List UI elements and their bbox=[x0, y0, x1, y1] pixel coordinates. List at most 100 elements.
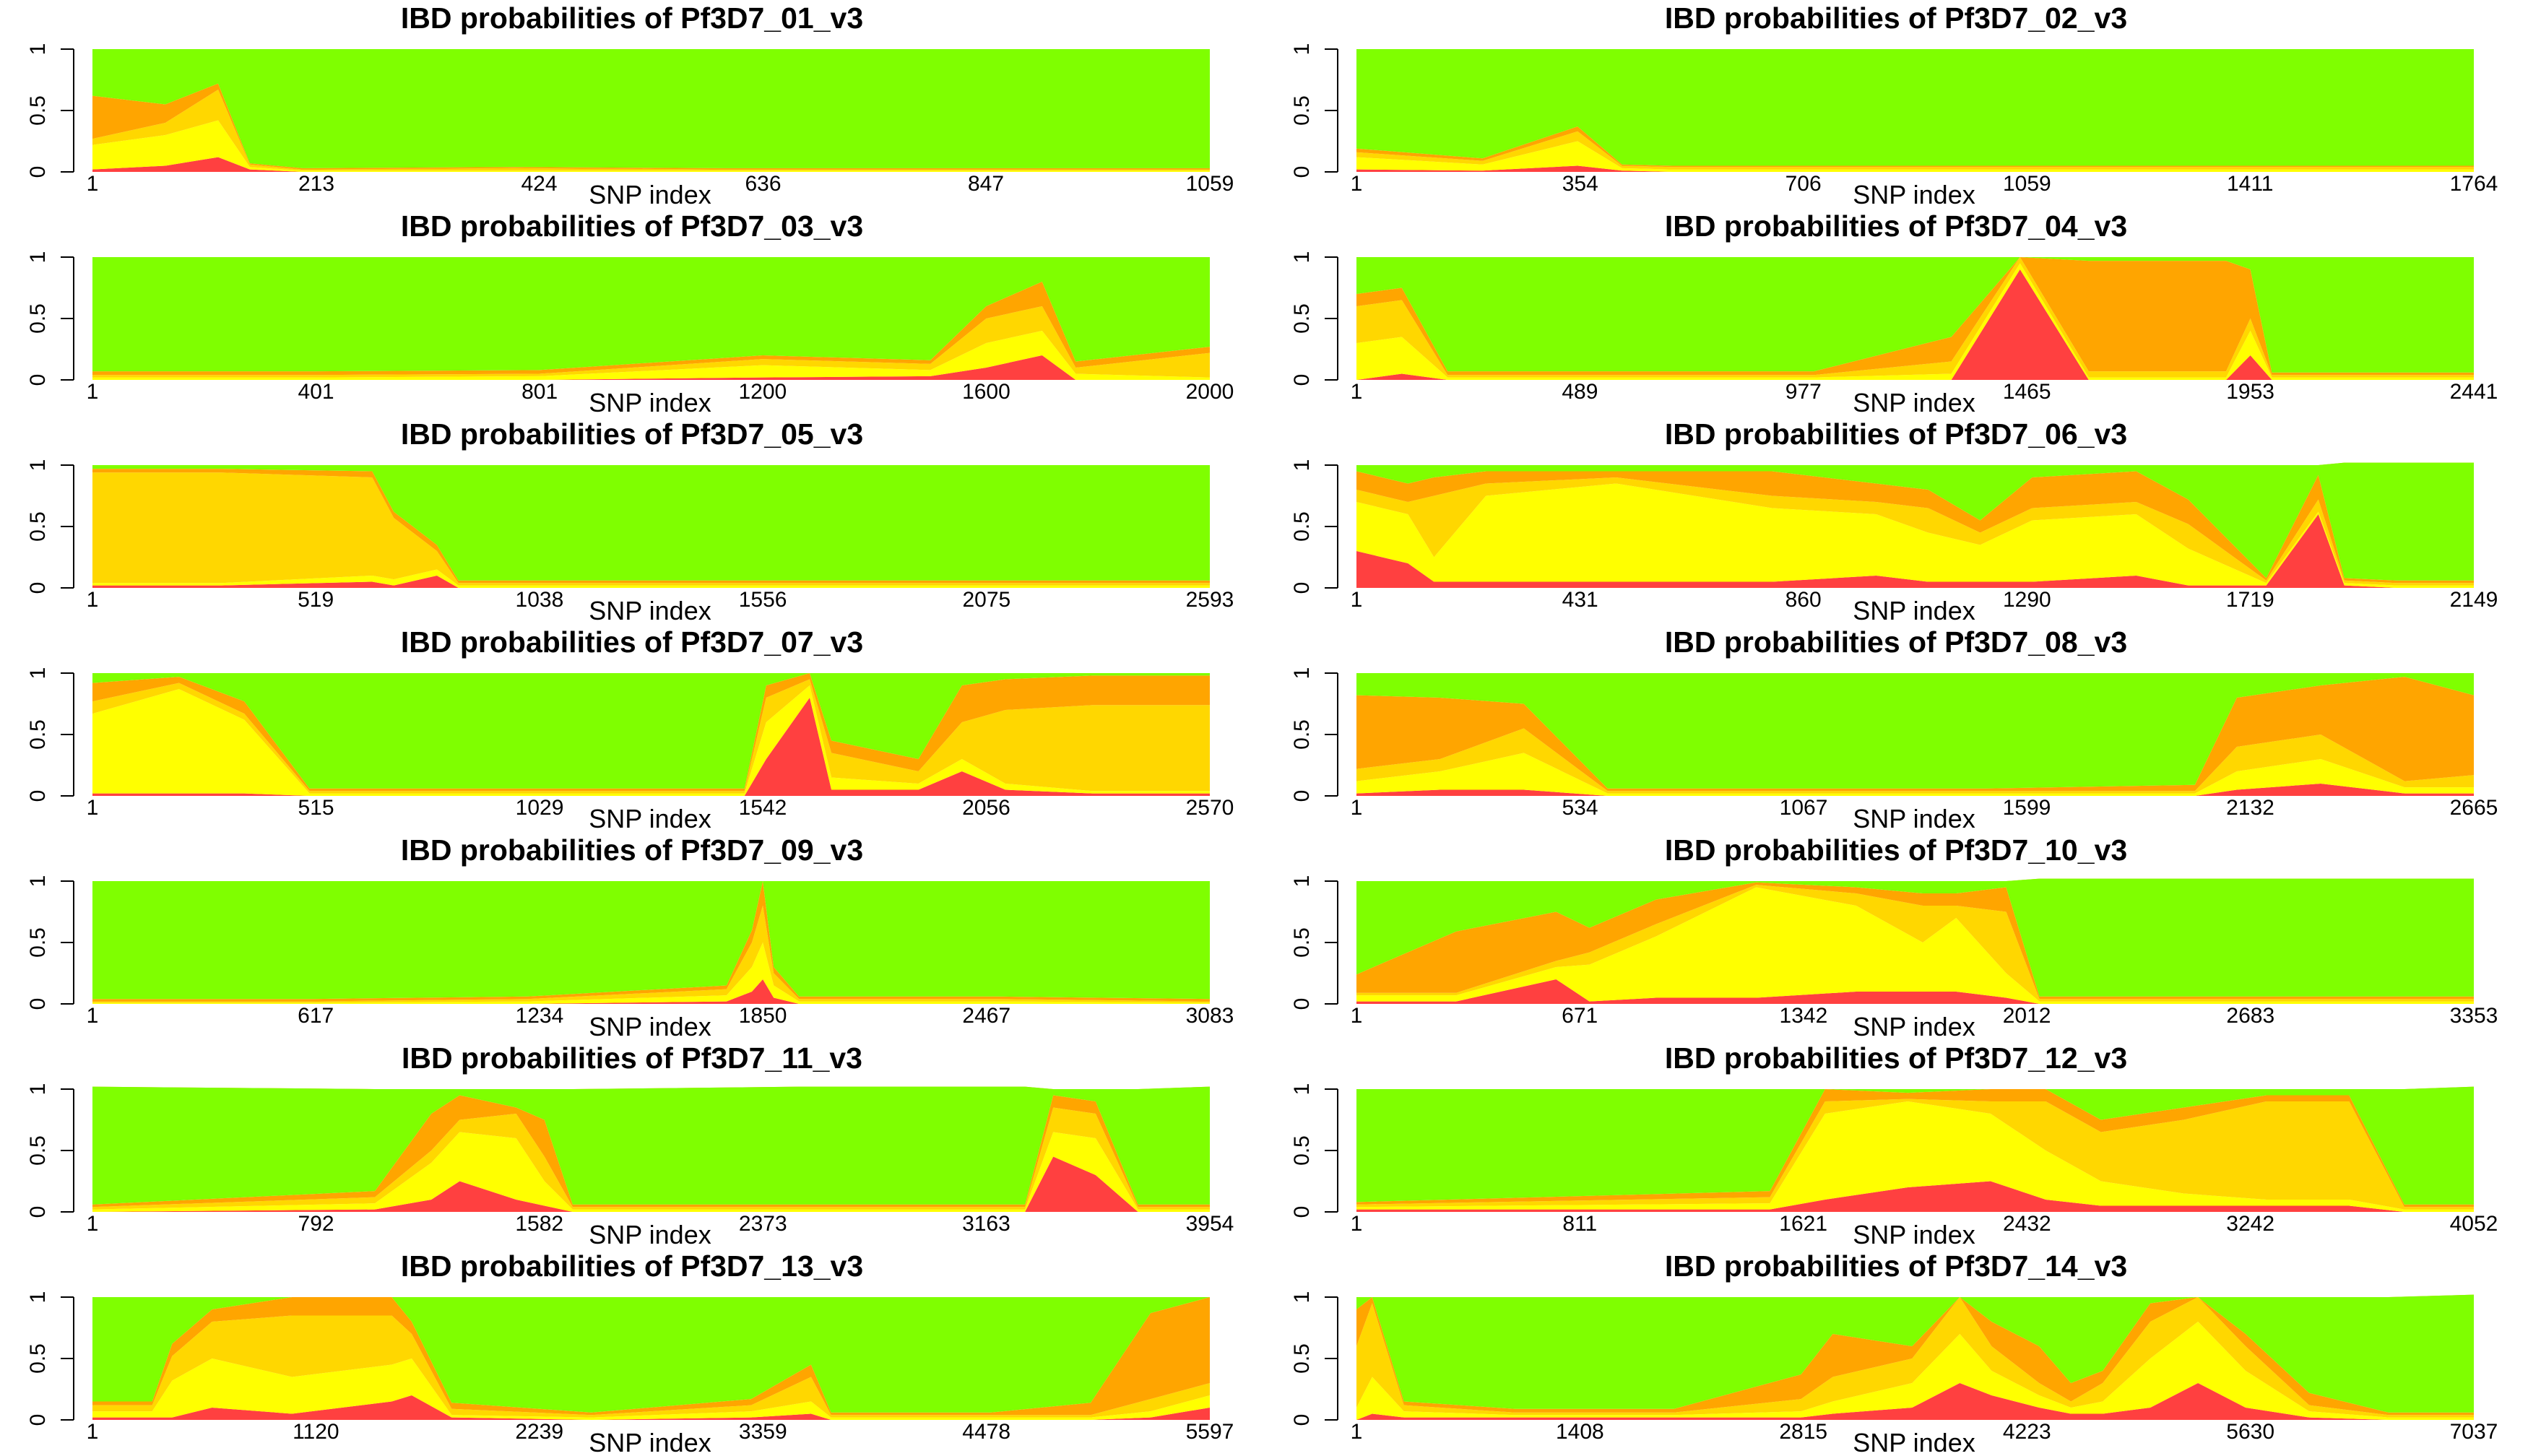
x-tick-label: 2075 bbox=[962, 588, 1010, 612]
ibd-chart-svg: 0 0.5 1 1 1408 2815 4223 5630 7037 SNP index bbox=[1290, 1291, 2498, 1456]
x-tick-label: 1556 bbox=[739, 588, 787, 612]
x-tick-label: 515 bbox=[298, 796, 334, 820]
area-state_4 bbox=[92, 83, 1210, 170]
y-tick-label: 0.5 bbox=[26, 719, 50, 750]
area-state_5 bbox=[92, 49, 1210, 168]
y-tick-label: 1 bbox=[1290, 1083, 1314, 1096]
x-tick-label: 1 bbox=[1351, 588, 1363, 612]
chart-panel: 0 0.5 1 1 431 860 1290 1719 2149 SNP index IBD pro… bbox=[1264, 416, 2528, 625]
area-state_4 bbox=[1356, 677, 2474, 792]
ibd-chart-svg: 0 0.5 1 1 489 977 1465 1953 2441 SNP index bbox=[1290, 251, 2498, 417]
x-tick-label: 1 bbox=[87, 380, 99, 404]
x-tick-label: 3353 bbox=[2450, 1004, 2498, 1028]
area-state_5 bbox=[1356, 1086, 2474, 1205]
chart-title: IBD probabilities of Pf3D7_05_v3 bbox=[400, 417, 864, 451]
x-tick-label: 1290 bbox=[2003, 588, 2051, 612]
x-tick-label: 1465 bbox=[2003, 380, 2051, 404]
x-tick-label: 1067 bbox=[1780, 796, 1828, 820]
chart-panel: 0 0.5 1 1 811 1621 2432 3242 4052 SNP index IBD pr… bbox=[1264, 1040, 2528, 1249]
area-state_3 bbox=[92, 1315, 1210, 1418]
x-tick-label: 1850 bbox=[739, 1004, 787, 1028]
y-tick-label: 0 bbox=[26, 166, 50, 178]
y-tick-label: 0.5 bbox=[26, 95, 50, 126]
x-tick-label: 1059 bbox=[1186, 172, 1234, 196]
y-tick-label: 0.5 bbox=[1290, 95, 1314, 126]
x-tick-label: 706 bbox=[1785, 172, 1822, 196]
x-tick-label: 2000 bbox=[1186, 380, 1234, 404]
x-tick-label: 2012 bbox=[2003, 1004, 2051, 1028]
ibd-chart-svg: 0 0.5 1 1 792 1582 2373 3163 3954 SNP index bbox=[26, 1083, 1234, 1249]
area-state_1 bbox=[92, 157, 1210, 172]
x-axis-label: SNP index bbox=[1853, 1012, 1975, 1041]
y-tick-label: 0.5 bbox=[26, 927, 50, 958]
x-tick-label: 1 bbox=[1351, 380, 1363, 404]
area-state_5 bbox=[92, 881, 1210, 1000]
x-tick-label: 2665 bbox=[2450, 796, 2498, 820]
area-state_5 bbox=[1356, 49, 2474, 166]
y-tick-label: 0 bbox=[26, 1414, 50, 1426]
x-tick-label: 1342 bbox=[1780, 1004, 1828, 1028]
y-tick-label: 1 bbox=[26, 459, 50, 472]
y-tick-label: 0.5 bbox=[1290, 511, 1314, 542]
x-tick-label: 2593 bbox=[1186, 588, 1234, 612]
chart-panel: 0 0.5 1 1 401 801 1200 1600 2000 SNP index IBD pro… bbox=[0, 208, 1264, 417]
y-tick-label: 0 bbox=[1290, 790, 1314, 802]
x-tick-label: 1582 bbox=[515, 1212, 563, 1236]
area-state_5 bbox=[1356, 1294, 2474, 1413]
ibd-chart-svg: 0 0.5 1 1 1120 2239 3359 4478 5597 SNP index bbox=[26, 1291, 1234, 1456]
x-axis-label: SNP index bbox=[589, 804, 711, 833]
x-tick-label: 1059 bbox=[2003, 172, 2051, 196]
x-tick-label: 354 bbox=[1562, 172, 1598, 196]
x-tick-label: 617 bbox=[298, 1004, 334, 1028]
area-state_2 bbox=[1356, 1101, 2474, 1212]
area-state_2 bbox=[1356, 483, 2474, 588]
y-tick-label: 1 bbox=[26, 1291, 50, 1304]
y-tick-label: 0 bbox=[1290, 166, 1314, 178]
x-axis-label: SNP index bbox=[1853, 180, 1975, 209]
chart-panel: 0 0.5 1 1 792 1582 2373 3163 3954 SNP index IBD pr… bbox=[0, 1040, 1264, 1249]
x-tick-label: 1 bbox=[87, 1420, 99, 1444]
area-state_3 bbox=[92, 472, 1210, 586]
y-tick-label: 1 bbox=[26, 875, 50, 888]
area-state_5 bbox=[1356, 878, 2474, 997]
x-tick-label: 1 bbox=[1351, 1420, 1363, 1444]
x-axis-label: SNP index bbox=[589, 1428, 711, 1456]
x-tick-label: 1038 bbox=[516, 588, 564, 612]
y-tick-label: 0 bbox=[1290, 1414, 1314, 1426]
area-state_1 bbox=[1356, 1383, 2474, 1420]
x-tick-label: 213 bbox=[298, 172, 334, 196]
chart-panel: 0 0.5 1 1 515 1029 1542 2056 2570 SNP index IBD pr… bbox=[0, 624, 1264, 833]
y-tick-label: 0 bbox=[26, 374, 50, 386]
x-tick-label: 1764 bbox=[2450, 172, 2498, 196]
x-tick-label: 3163 bbox=[962, 1212, 1010, 1236]
x-tick-label: 792 bbox=[298, 1212, 334, 1236]
area-state_1 bbox=[1356, 784, 2474, 796]
y-tick-label: 0 bbox=[26, 790, 50, 802]
x-tick-label: 1 bbox=[87, 796, 99, 820]
x-tick-label: 1 bbox=[87, 1004, 99, 1028]
y-tick-label: 0 bbox=[26, 998, 50, 1010]
area-state_5 bbox=[92, 1297, 1210, 1413]
chart-title: IBD probabilities of Pf3D7_11_v3 bbox=[401, 1041, 862, 1075]
area-state_1 bbox=[1356, 1181, 2474, 1212]
chart-title: IBD probabilities of Pf3D7_04_v3 bbox=[1664, 209, 2128, 243]
y-tick-label: 0.5 bbox=[26, 511, 50, 542]
x-tick-label: 801 bbox=[521, 380, 558, 404]
x-tick-label: 534 bbox=[1562, 796, 1598, 820]
chart-title: IBD probabilities of Pf3D7_08_v3 bbox=[1664, 625, 2128, 659]
chart-panel: 0 0.5 1 1 519 1038 1556 2075 2593 SNP index IBD pr… bbox=[0, 416, 1264, 625]
x-tick-label: 3083 bbox=[1186, 1004, 1234, 1028]
area-state_5 bbox=[92, 673, 1210, 789]
chart-title: IBD probabilities of Pf3D7_07_v3 bbox=[400, 625, 864, 659]
ibd-chart-svg: 0 0.5 1 1 354 706 1059 1411 1764 SNP index bbox=[1290, 43, 2498, 209]
y-tick-label: 0 bbox=[26, 1206, 50, 1218]
y-tick-label: 0 bbox=[26, 582, 50, 594]
area-state_5 bbox=[92, 465, 1210, 581]
area-remainder bbox=[1356, 462, 2474, 465]
x-axis-label: SNP index bbox=[1853, 1220, 1975, 1249]
y-tick-label: 0.5 bbox=[1290, 1343, 1314, 1374]
x-tick-label: 1 bbox=[87, 588, 99, 612]
ibd-chart-svg: 0 0.5 1 1 519 1038 1556 2075 2593 SNP index bbox=[26, 459, 1234, 625]
x-tick-label: 860 bbox=[1785, 588, 1822, 612]
area-state_3 bbox=[1356, 885, 2474, 1002]
